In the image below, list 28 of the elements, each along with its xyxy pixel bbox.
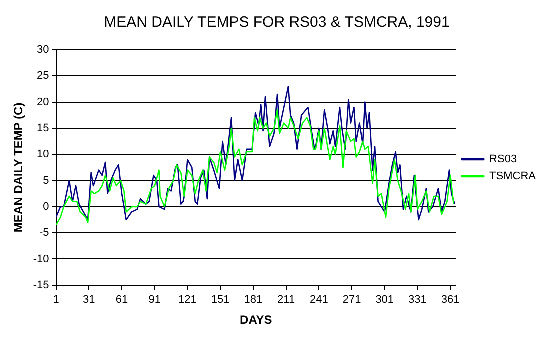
x-tick-label: 361 — [441, 294, 460, 306]
y-tick-label: -15 — [33, 279, 50, 292]
x-axis-title: DAYS — [240, 313, 272, 328]
chart-title: MEAN DAILY TEMPS FOR RS03 & TSMCRA, 1991 — [104, 14, 450, 32]
y-tick-label: 15 — [37, 122, 50, 134]
y-tick-label: 5 — [43, 174, 50, 187]
x-tick-label: 151 — [211, 294, 230, 306]
x-tick-label: 121 — [178, 294, 197, 306]
legend-label: TSMCRA — [490, 170, 537, 183]
y-tick-label: 0 — [43, 200, 50, 213]
x-tick-label: 181 — [244, 294, 263, 306]
x-tick-label: 301 — [376, 294, 394, 306]
x-tick-label: 31 — [83, 294, 96, 306]
y-tick-label: -5 — [40, 227, 50, 240]
y-tick-label: 25 — [37, 70, 50, 82]
x-tick-label: 331 — [408, 294, 427, 306]
y-tick-label: 30 — [37, 44, 50, 56]
x-tick-label: 91 — [148, 294, 161, 306]
x-tick-label: 211 — [278, 294, 296, 306]
x-tick-label: 61 — [116, 294, 128, 306]
x-tick-label: 1 — [53, 294, 60, 306]
x-tick-label: 271 — [342, 294, 362, 306]
y-tick-label: 20 — [37, 96, 50, 108]
legend-label: RS03 — [490, 154, 518, 166]
y-tick-label: -10 — [33, 253, 50, 266]
y-axis-title: MEAN DAILY TEMP (C) — [12, 102, 26, 233]
y-tick-label: 10 — [37, 148, 50, 161]
x-tick-label: 241 — [310, 294, 328, 306]
